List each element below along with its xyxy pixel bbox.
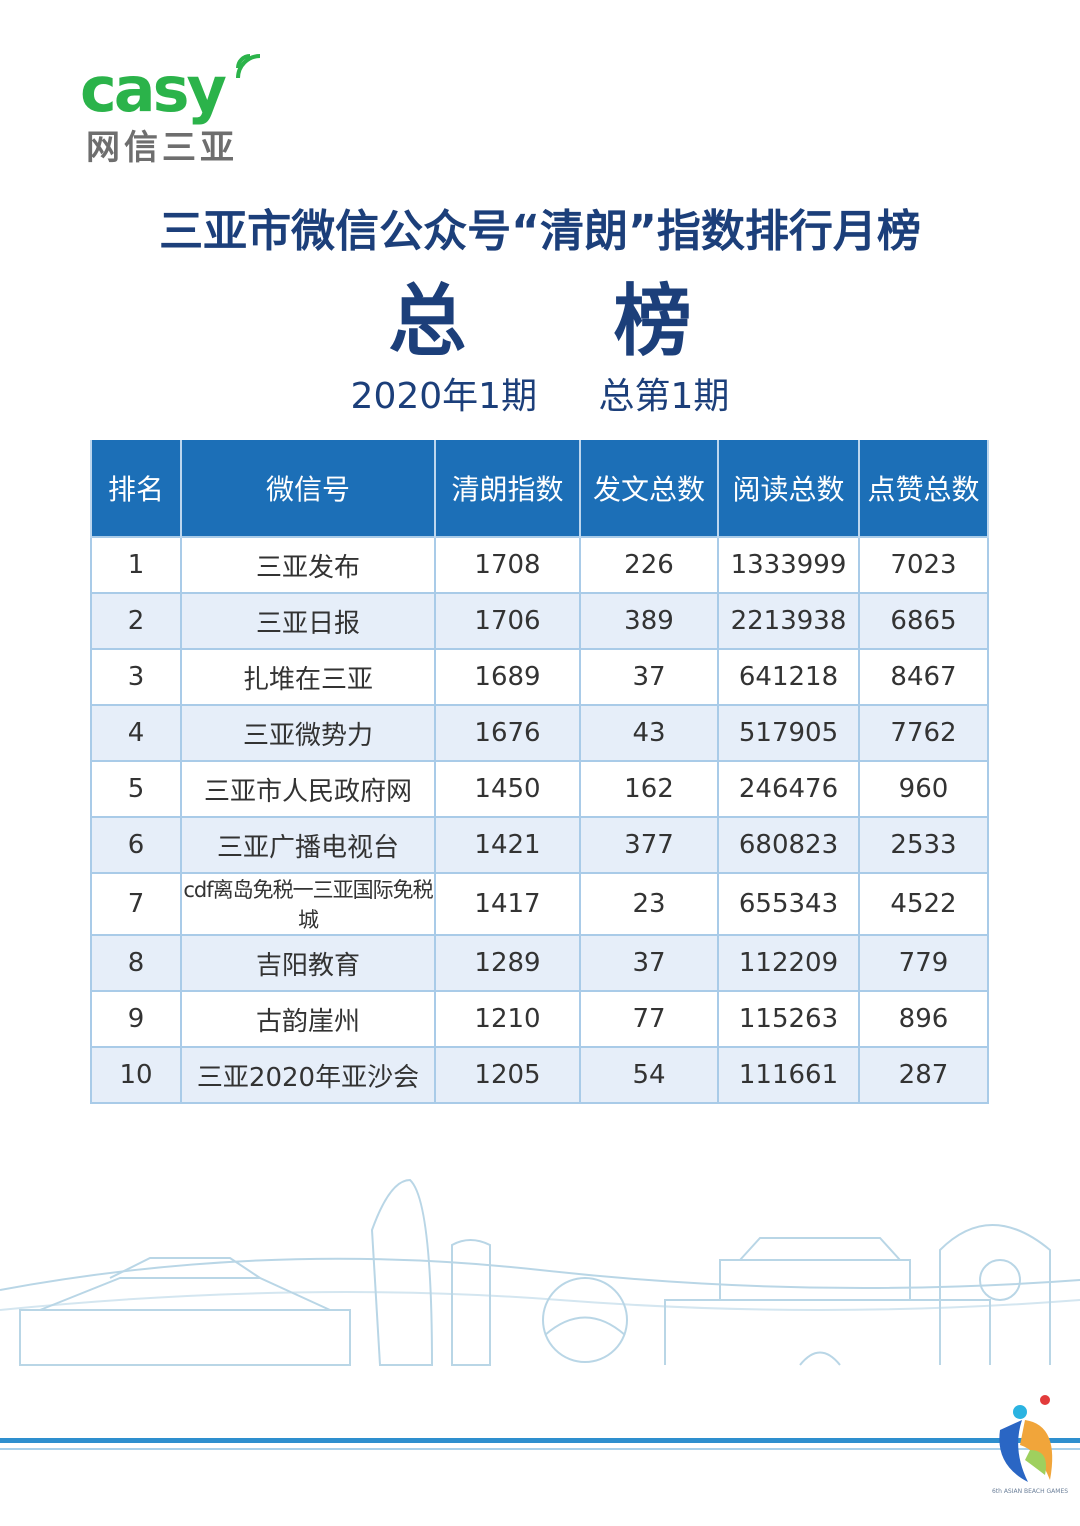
cell-account: 三亚微势力 — [180, 704, 436, 762]
cell-likes: 287 — [858, 1046, 989, 1104]
table-row: 5 三亚市人民政府网 1450 162 246476 960 — [90, 760, 989, 818]
table-row: 4 三亚微势力 1676 43 517905 7762 — [90, 704, 989, 762]
page-title: 三亚市微信公众号“清朗”指数排行月榜 — [159, 206, 921, 257]
cell-rank: 6 — [90, 816, 182, 874]
cell-likes: 779 — [858, 934, 989, 992]
cell-index: 1450 — [434, 760, 581, 818]
table-row: 10 三亚2020年亚沙会 1205 54 111661 287 — [90, 1046, 989, 1104]
header-reads: 阅读总数 — [717, 440, 860, 537]
cell-index: 1708 — [434, 536, 581, 594]
header-index: 清朗指数 — [434, 440, 581, 537]
cell-account: cdf离岛免税一三亚国际免税城 — [180, 872, 436, 936]
table-row: 3 扎堆在三亚 1689 37 641218 8467 — [90, 648, 989, 706]
table-row: 1 三亚发布 1708 226 1333999 7023 — [90, 536, 989, 594]
cell-index: 1417 — [434, 872, 581, 936]
period-line: 2020年1期 总第1期 — [0, 372, 1080, 422]
cell-reads: 680823 — [717, 816, 860, 874]
header-account: 微信号 — [180, 440, 436, 537]
cell-rank: 1 — [90, 536, 182, 594]
cell-posts: 226 — [579, 536, 719, 594]
casy-logo: casy 网信三亚 — [80, 50, 280, 168]
cell-rank: 5 — [90, 760, 182, 818]
cell-rank: 4 — [90, 704, 182, 762]
cell-index: 1689 — [434, 648, 581, 706]
cell-rank: 3 — [90, 648, 182, 706]
cell-rank: 10 — [90, 1046, 182, 1104]
cell-posts: 37 — [579, 648, 719, 706]
table-row: 9 古韵崖州 1210 77 115263 896 — [90, 990, 989, 1048]
cell-account: 扎堆在三亚 — [180, 648, 436, 706]
table-row: 2 三亚日报 1706 389 2213938 6865 — [90, 592, 989, 650]
cell-posts: 162 — [579, 760, 719, 818]
cell-account: 三亚市人民政府网 — [180, 760, 436, 818]
cell-reads: 517905 — [717, 704, 860, 762]
cell-posts: 389 — [579, 592, 719, 650]
logo-subtitle: 网信三亚 — [86, 128, 238, 168]
cell-account: 三亚日报 — [180, 592, 436, 650]
cell-posts: 37 — [579, 934, 719, 992]
cell-rank: 9 — [90, 990, 182, 1048]
cell-rank: 7 — [90, 872, 182, 936]
cell-account: 古韵崖州 — [180, 990, 436, 1048]
cell-likes: 896 — [858, 990, 989, 1048]
cell-posts: 54 — [579, 1046, 719, 1104]
cell-likes: 2533 — [858, 816, 989, 874]
header-likes: 点赞总数 — [858, 440, 989, 537]
table-row: 7 cdf离岛免税一三亚国际免税城 1417 23 655343 4522 — [90, 872, 989, 936]
cell-index: 1210 — [434, 990, 581, 1048]
cell-likes: 7762 — [858, 704, 989, 762]
cell-account: 三亚2020年亚沙会 — [180, 1046, 436, 1104]
cell-reads: 2213938 — [717, 592, 860, 650]
cell-index: 1421 — [434, 816, 581, 874]
beach-games-logo-icon — [999, 1395, 1053, 1482]
cell-account: 三亚广播电视台 — [180, 816, 436, 874]
cell-posts: 23 — [579, 872, 719, 936]
cell-reads: 1333999 — [717, 536, 860, 594]
table-row: 8 吉阳教育 1289 37 112209 779 — [90, 934, 989, 992]
cell-reads: 111661 — [717, 1046, 860, 1104]
cell-posts: 43 — [579, 704, 719, 762]
cell-likes: 6865 — [858, 592, 989, 650]
page-subtitle: 总 榜 — [388, 277, 752, 367]
cell-likes: 8467 — [858, 648, 989, 706]
total-issue-label: 总第1期 — [598, 376, 730, 417]
cell-likes: 7023 — [858, 536, 989, 594]
cell-index: 1289 — [434, 934, 581, 992]
wifi-signal-icon — [236, 54, 261, 79]
cell-index: 1676 — [434, 704, 581, 762]
cell-posts: 77 — [579, 990, 719, 1048]
ranking-table: 排名 微信号 清朗指数 发文总数 阅读总数 点赞总数 1 三亚发布 1708 2… — [90, 440, 989, 1104]
cell-reads: 112209 — [717, 934, 860, 992]
asian-beach-games-emblem: 6th ASIAN BEACH GAMES — [990, 1390, 1070, 1500]
cell-index: 1205 — [434, 1046, 581, 1104]
cell-account: 三亚发布 — [180, 536, 436, 594]
table-header-row: 排名 微信号 清朗指数 发文总数 阅读总数 点赞总数 — [90, 440, 989, 537]
emblem-caption: 6th ASIAN BEACH GAMES — [991, 1488, 1069, 1495]
cell-index: 1706 — [434, 592, 581, 650]
header-posts: 发文总数 — [579, 440, 719, 537]
cell-reads: 115263 — [717, 990, 860, 1048]
cell-likes: 4522 — [858, 872, 989, 936]
cell-reads: 655343 — [717, 872, 860, 936]
logo-wordmark: casy — [80, 53, 227, 126]
header-rank: 排名 — [90, 440, 182, 537]
cell-likes: 960 — [858, 760, 989, 818]
cell-reads: 641218 — [717, 648, 860, 706]
cell-account: 吉阳教育 — [180, 934, 436, 992]
cell-rank: 2 — [90, 592, 182, 650]
cell-rank: 8 — [90, 934, 182, 992]
cell-posts: 377 — [579, 816, 719, 874]
cell-reads: 246476 — [717, 760, 860, 818]
city-skyline-illustration — [0, 1178, 1080, 1450]
issue-label: 2020年1期 — [350, 376, 538, 417]
table-row: 6 三亚广播电视台 1421 377 680823 2533 — [90, 816, 989, 874]
